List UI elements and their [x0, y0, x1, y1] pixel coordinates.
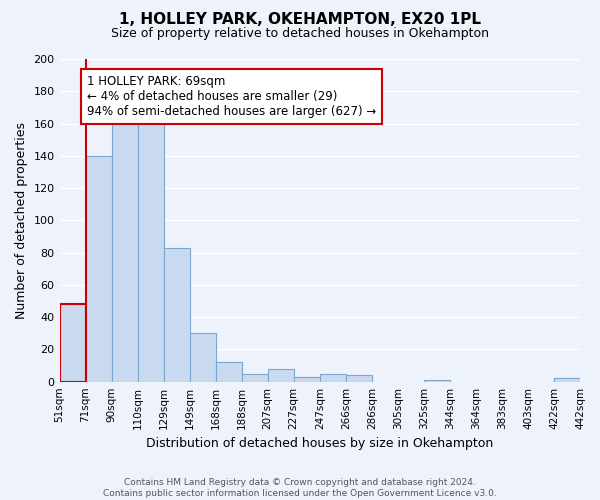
Bar: [59, 304, 86, 382]
Bar: [554, 378, 580, 382]
Bar: [320, 374, 346, 382]
Bar: [294, 377, 320, 382]
Text: 1 HOLLEY PARK: 69sqm
← 4% of detached houses are smaller (29)
94% of semi-detach: 1 HOLLEY PARK: 69sqm ← 4% of detached ho…: [87, 75, 376, 118]
Text: 1, HOLLEY PARK, OKEHAMPTON, EX20 1PL: 1, HOLLEY PARK, OKEHAMPTON, EX20 1PL: [119, 12, 481, 28]
Bar: [346, 375, 372, 382]
Y-axis label: Number of detached properties: Number of detached properties: [15, 122, 28, 319]
X-axis label: Distribution of detached houses by size in Okehampton: Distribution of detached houses by size …: [146, 437, 493, 450]
Bar: [268, 369, 294, 382]
Text: Contains HM Land Registry data © Crown copyright and database right 2024.
Contai: Contains HM Land Registry data © Crown c…: [103, 478, 497, 498]
Bar: [112, 112, 137, 382]
Bar: [424, 380, 450, 382]
Bar: [190, 334, 215, 382]
Bar: [242, 374, 268, 382]
Text: Size of property relative to detached houses in Okehampton: Size of property relative to detached ho…: [111, 28, 489, 40]
Bar: [164, 248, 190, 382]
Bar: [86, 156, 112, 382]
Bar: [215, 362, 242, 382]
Bar: [137, 120, 164, 382]
